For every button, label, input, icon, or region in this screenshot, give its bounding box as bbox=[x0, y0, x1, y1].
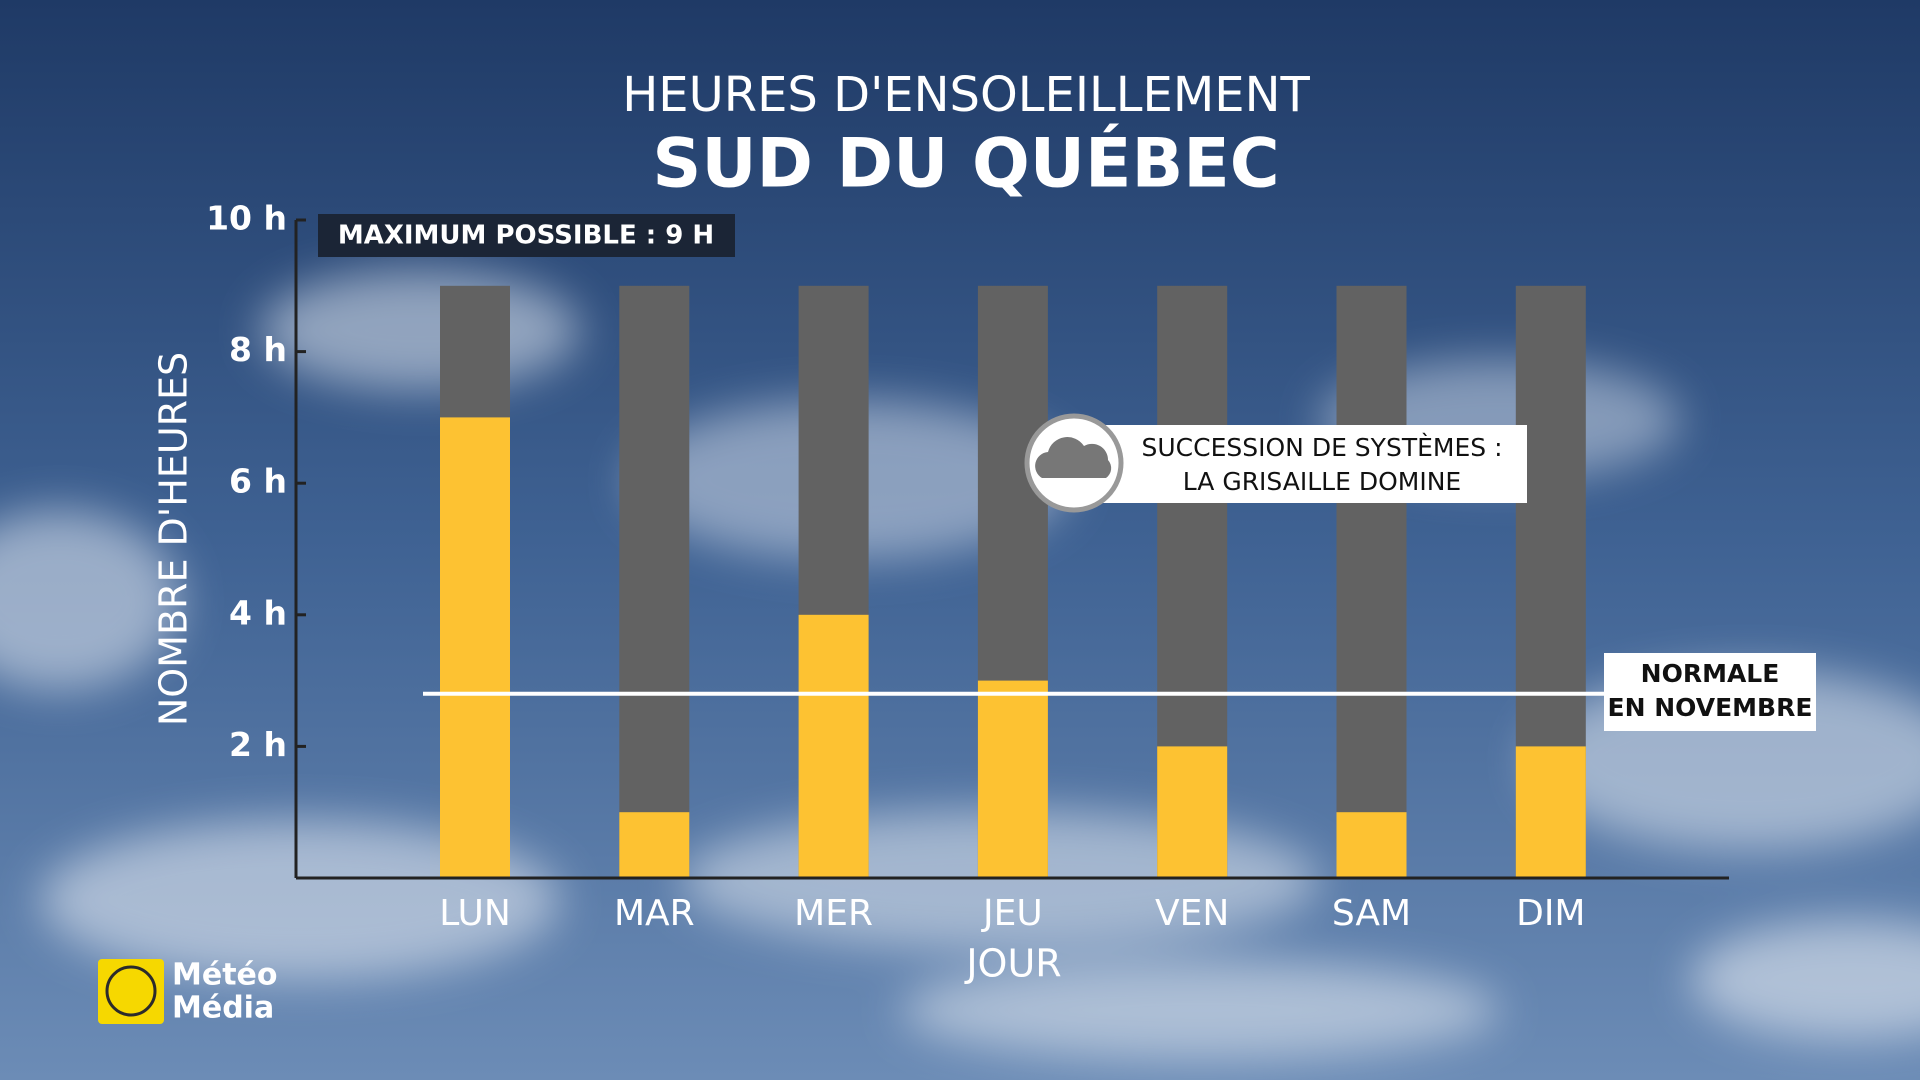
x-tick-label: DIM bbox=[1516, 893, 1585, 934]
max-possible-label: MAXIMUM POSSIBLE : 9 H bbox=[338, 221, 714, 251]
x-axis-label: JOUR bbox=[964, 942, 1061, 986]
overlays: NORMALE EN NOVEMBRE SUCCESSION DE SYSTÈM… bbox=[1024, 413, 1816, 731]
normal-label: EN NOVEMBRE bbox=[1608, 693, 1813, 722]
bar bbox=[1157, 746, 1228, 878]
y-tick-label: 4 h bbox=[229, 593, 287, 632]
x-tick-label: LUN bbox=[439, 893, 511, 934]
annotation-box bbox=[1053, 425, 1527, 503]
y-axis-label: NOMBRE D'HEURES bbox=[152, 352, 196, 726]
bar bbox=[798, 614, 869, 878]
x-tick-label: MER bbox=[794, 893, 873, 934]
logo-text: Météo bbox=[172, 958, 278, 993]
y-tick-label: 10 h bbox=[206, 199, 287, 238]
x-tick-label: JEU bbox=[981, 893, 1043, 934]
y-tick-label: 6 h bbox=[229, 462, 287, 501]
annotation-text: LA GRISAILLE DOMINE bbox=[1183, 467, 1461, 496]
normal-label-box bbox=[1604, 653, 1816, 731]
bar bbox=[977, 680, 1048, 878]
chart-title: HEURES D'ENSOLEILLEMENT bbox=[622, 67, 1310, 123]
normal-label: NORMALE bbox=[1641, 659, 1780, 688]
max-possible-box bbox=[318, 214, 735, 257]
annotation-text: SUCCESSION DE SYSTÈMES : bbox=[1142, 433, 1503, 462]
chart-subtitle: SUD DU QUÉBEC bbox=[652, 124, 1279, 204]
plot-area: 2 h 4 h 6 h 8 h 10 h LUN MAR MER JEU VEN SAM DIM bbox=[206, 199, 1729, 934]
cloud-shape bbox=[1035, 437, 1112, 478]
bar bbox=[1336, 812, 1407, 878]
logo-globe bbox=[105, 965, 157, 1017]
bar bbox=[440, 417, 510, 878]
x-tick-label: VEN bbox=[1155, 893, 1229, 934]
bar bbox=[1515, 746, 1586, 878]
x-tick-label: SAM bbox=[1332, 893, 1411, 934]
logo-text: Média bbox=[172, 991, 274, 1026]
max-possible-bar bbox=[619, 285, 690, 878]
bar bbox=[619, 812, 690, 878]
x-tick-label: MAR bbox=[614, 893, 695, 934]
y-tick-label: 2 h bbox=[229, 725, 287, 764]
max-possible-bar bbox=[1336, 285, 1407, 878]
y-tick-label: 8 h bbox=[229, 330, 287, 369]
